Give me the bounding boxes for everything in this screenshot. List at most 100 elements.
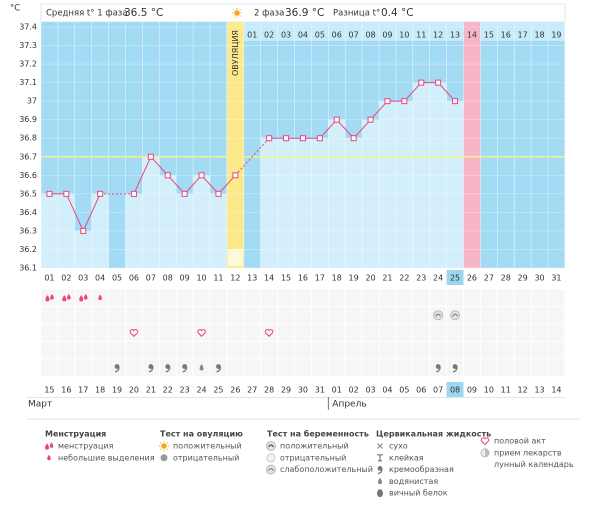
- ovulation-label: ОВУЛЯЦИЯ: [231, 30, 240, 76]
- symbol-cell: [158, 306, 177, 325]
- symbol-cell: [294, 288, 312, 307]
- drop: [67, 294, 71, 300]
- temperature-bar: [125, 193, 143, 268]
- x-tick-label: 22: [399, 274, 409, 283]
- date-label: 28: [264, 386, 274, 395]
- date-label: 24: [196, 386, 206, 395]
- symbol-cell: [40, 341, 59, 360]
- symbol-cell: [260, 288, 279, 307]
- icon-drop-small: [98, 294, 102, 301]
- drop: [377, 477, 383, 485]
- symbol-cell: [277, 306, 296, 325]
- symbol-cell: [209, 306, 228, 325]
- symbol-cell: [74, 323, 93, 342]
- x-tick-label: 18: [332, 274, 342, 283]
- sun: [161, 443, 167, 449]
- drop: [44, 443, 50, 450]
- temperature-point: [333, 116, 340, 123]
- symbol-cell: [378, 358, 397, 377]
- symbol-cell: [209, 323, 228, 342]
- y-tick-label: 37.1: [19, 78, 37, 87]
- symbol-cell: [243, 288, 262, 307]
- icon-drops: [45, 294, 54, 302]
- date-label: 05: [399, 386, 409, 395]
- phase2-day-label: 04: [298, 31, 308, 40]
- y-tick-label: 36.8: [19, 134, 37, 143]
- temperature-bar: [74, 230, 92, 268]
- phase2-cell: [480, 22, 498, 41]
- temperature-point: [283, 135, 290, 142]
- icon-creamy: [216, 364, 222, 373]
- symbol-cell: [361, 306, 380, 325]
- symbol-cell: [429, 288, 448, 307]
- icon-test-weak: [450, 310, 461, 321]
- symbol-cell: [344, 306, 363, 325]
- x-tick-label: 11: [213, 274, 223, 283]
- tail: [452, 366, 458, 373]
- symbol-cell: [327, 306, 346, 325]
- date-label: 15: [44, 386, 54, 395]
- symbol-cell: [496, 358, 515, 377]
- temperature-point: [130, 190, 137, 197]
- blob: [452, 364, 458, 369]
- tail: [182, 366, 188, 373]
- phase2-cell: [311, 22, 329, 41]
- x-tick-label: 30: [534, 274, 544, 283]
- symbol-cell: [74, 288, 93, 307]
- y-axis-label: °C: [10, 4, 20, 14]
- symbol-cell: [243, 306, 262, 325]
- symbol-cell: [57, 341, 76, 360]
- phase2-day-label: 05: [315, 31, 325, 40]
- symbol-cell: [496, 323, 515, 342]
- temperature-point: [435, 79, 442, 86]
- temperature-point: [401, 98, 408, 105]
- temperature-point: [97, 190, 104, 197]
- phase2-day-label: 19: [551, 31, 561, 40]
- circle: [266, 464, 276, 475]
- phase2-cell: [328, 22, 346, 41]
- icon-creamy: [165, 364, 171, 373]
- icon-circle-grey: [160, 454, 168, 462]
- symbol-cell: [479, 323, 498, 342]
- symbol-cell: [141, 341, 160, 360]
- date-label: 23: [180, 386, 190, 395]
- legend-label: положительный: [280, 442, 349, 451]
- y-tick-label: 36.9: [19, 115, 37, 124]
- phase2-cell: [514, 22, 532, 41]
- symbol-cell: [310, 323, 329, 342]
- legend-label: положительный: [173, 442, 242, 451]
- symbol-cell: [158, 288, 177, 307]
- symbol-cell: [513, 358, 532, 377]
- symbol-cell: [547, 341, 566, 360]
- y-tick-label: 36.6: [19, 171, 37, 180]
- symbol-cell: [412, 288, 431, 307]
- symbol-cell: [446, 288, 465, 307]
- symbol-cell: [412, 358, 431, 377]
- phase2-day-label: 11: [416, 31, 426, 40]
- date-label: 10: [484, 386, 494, 395]
- phase2-cell: [362, 22, 379, 41]
- temperature-point: [232, 172, 239, 179]
- phase2-cell: [294, 22, 312, 41]
- x-tick-label: 23: [416, 274, 426, 283]
- symbol-cell: [91, 306, 110, 325]
- symbol-cell: [479, 341, 498, 360]
- drop: [79, 295, 84, 302]
- symbol-cell: [395, 358, 414, 377]
- icon-creamy: [148, 364, 154, 373]
- symbol-cell: [463, 358, 481, 377]
- date-label: 17: [78, 386, 88, 395]
- symbol-cell: [141, 306, 160, 325]
- ovulation-column: [226, 22, 244, 268]
- y-tick-label: 36.1: [19, 264, 37, 273]
- phase2-cell: [497, 22, 515, 41]
- legend-title: Цервикальная жидкость: [376, 430, 491, 439]
- symbol-cell: [40, 323, 59, 342]
- x-tick-label: 27: [484, 274, 494, 283]
- symbol-cell: [125, 288, 143, 307]
- phase1-label: Средняя t° 1 фаза: [46, 9, 128, 19]
- date-label: 07: [433, 386, 443, 395]
- phase2-day-label: 09: [382, 31, 392, 40]
